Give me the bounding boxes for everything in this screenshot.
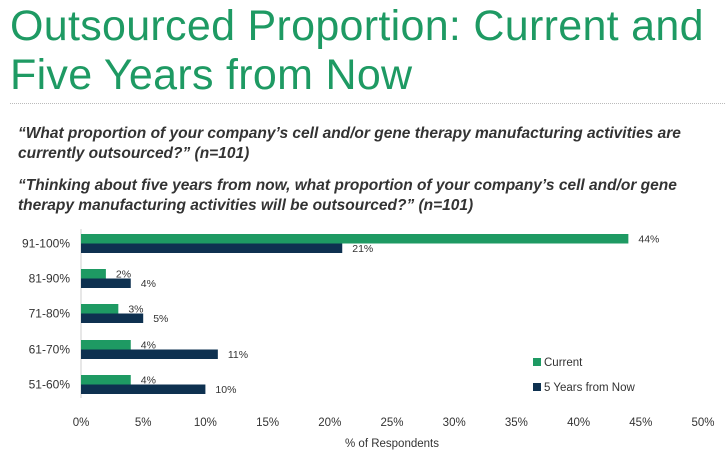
bar-future bbox=[81, 349, 218, 359]
x-tick-label: 20% bbox=[318, 417, 341, 429]
survey-question-current: “What proportion of your company’s cell … bbox=[18, 125, 681, 162]
bar-current bbox=[81, 234, 629, 244]
data-label: 44% bbox=[638, 234, 659, 246]
x-tick-label: 30% bbox=[443, 417, 466, 429]
data-label: 11% bbox=[228, 349, 248, 361]
bar-future bbox=[81, 243, 343, 253]
bar-current bbox=[81, 340, 131, 350]
data-label: 5% bbox=[153, 313, 168, 325]
data-label: 21% bbox=[352, 243, 373, 255]
x-tick-label: 0% bbox=[73, 417, 90, 429]
page-title: Outsourced Proportion: Current and Five … bbox=[10, 2, 704, 99]
bar-current bbox=[81, 269, 106, 279]
x-axis-label: % of Respondents bbox=[345, 438, 439, 450]
data-label: 4% bbox=[141, 375, 156, 387]
legend-swatch bbox=[533, 358, 541, 366]
data-label: 3% bbox=[128, 304, 143, 316]
category-label: 81-90% bbox=[29, 272, 71, 286]
x-tick-label: 10% bbox=[194, 417, 217, 429]
bar-future bbox=[81, 313, 144, 323]
x-tick-label: 50% bbox=[691, 417, 714, 429]
x-tick-label: 45% bbox=[629, 417, 652, 429]
bar-future bbox=[81, 278, 131, 288]
data-label: 10% bbox=[215, 384, 236, 396]
survey-question-future: “Thinking about five years from now, wha… bbox=[18, 177, 677, 214]
x-tick-label: 25% bbox=[380, 417, 403, 429]
bar-current bbox=[81, 375, 131, 385]
legend-label: 5 Years from Now bbox=[544, 382, 635, 394]
x-tick-label: 5% bbox=[135, 417, 152, 429]
data-label: 4% bbox=[141, 278, 156, 290]
bar-future bbox=[81, 384, 206, 394]
x-tick-label: 15% bbox=[256, 417, 279, 429]
category-label: 61-70% bbox=[29, 343, 71, 357]
bar-current bbox=[81, 304, 119, 314]
x-tick-label: 35% bbox=[505, 417, 528, 429]
category-label: 51-60% bbox=[29, 378, 71, 392]
legend-label: Current bbox=[544, 357, 583, 369]
data-label: 4% bbox=[141, 340, 156, 352]
category-label: 91-100% bbox=[22, 237, 70, 251]
legend-swatch bbox=[533, 383, 541, 391]
divider bbox=[10, 103, 725, 104]
category-label: 71-80% bbox=[29, 307, 71, 321]
data-label: 2% bbox=[116, 269, 131, 281]
x-tick-label: 40% bbox=[567, 417, 590, 429]
